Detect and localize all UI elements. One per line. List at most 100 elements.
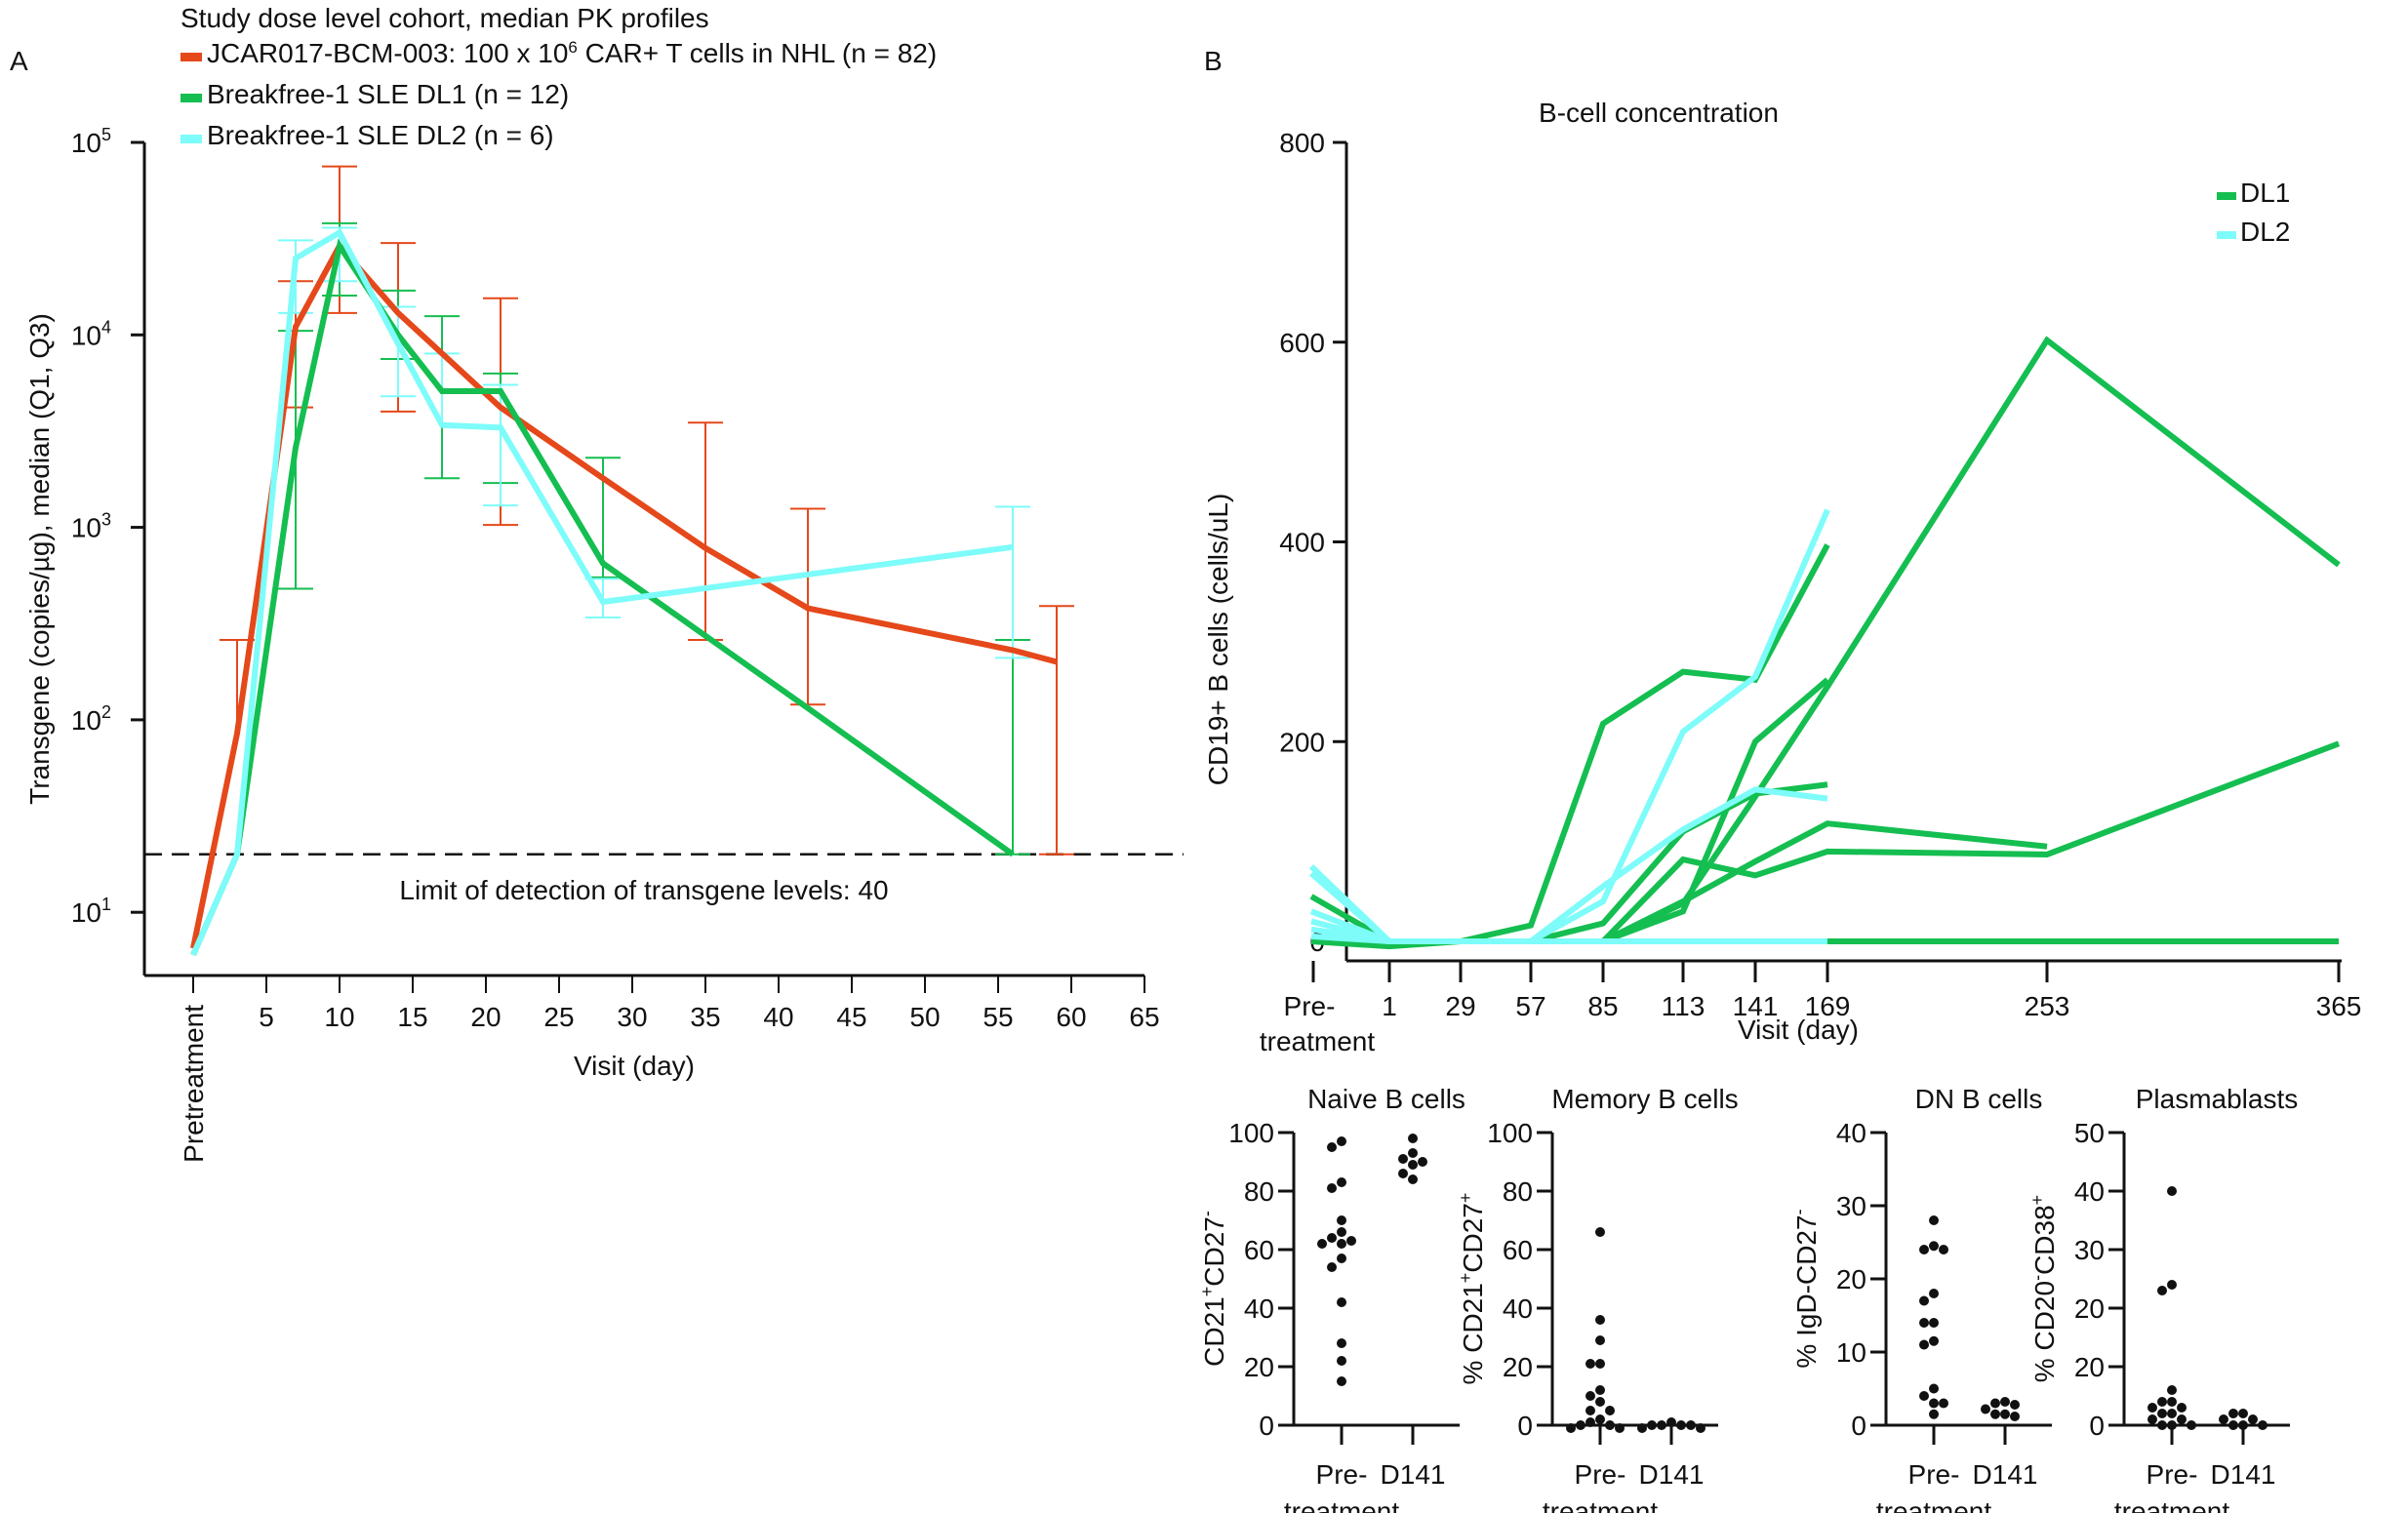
- scatter-title: Memory B cells: [1551, 1084, 1738, 1114]
- scatter-panel-dn: DN B cells 0 10 20 30 40 % IgD-CD27- Pre-treatm…: [1789, 1084, 2052, 1513]
- x-tick-label: D141: [1973, 1459, 2038, 1490]
- y-tick-label: 100: [1228, 1118, 1274, 1148]
- panel-b: BB-cell concentration0200400600800Pre-tr…: [1203, 46, 2361, 1056]
- y-axis-title: Transgene (copies/µg), median (Q1, Q3): [24, 313, 55, 805]
- data-point: [2167, 1186, 2177, 1196]
- data-point: [1346, 1236, 1356, 1246]
- y-tick-label: 30: [1836, 1191, 1866, 1221]
- data-point: [1595, 1359, 1605, 1369]
- data-point: [2167, 1280, 2177, 1290]
- data-point: [1615, 1423, 1625, 1433]
- y-tick-label: 20: [2074, 1294, 2105, 1324]
- y-tick-label: 104: [71, 317, 111, 350]
- y-tick-label: 800: [1279, 128, 1325, 158]
- x-tick-label: 85: [1587, 991, 1618, 1021]
- x-tick-label-pretreatment: Pretreatment: [179, 1005, 209, 1163]
- y-tick-label: 20: [1836, 1264, 1866, 1294]
- y-tick-label: 100: [1487, 1118, 1533, 1148]
- scatter-panel-memory: Memory B cells 0 20 40 60 80 100 % CD21+CD27+ Pr…: [1456, 1084, 1739, 1513]
- x-tick-label: 45: [836, 1002, 866, 1032]
- panel-a: A Study dose level cohort, median PK prof…: [10, 3, 1184, 1163]
- x-tick-label: treatment: [2114, 1496, 2229, 1513]
- data-point: [1939, 1398, 1948, 1409]
- y-tick-label: 40: [1503, 1294, 1533, 1324]
- data-point: [1398, 1169, 1408, 1178]
- legend-swatch-dl2: [2217, 231, 2236, 239]
- data-point: [2010, 1400, 2020, 1410]
- data-point: [1929, 1241, 1939, 1252]
- x-tick-label: 30: [617, 1002, 647, 1032]
- y-tick-label: 0: [1851, 1411, 1866, 1441]
- y-tick-label: 103: [71, 510, 111, 543]
- data-point: [1919, 1295, 1929, 1306]
- data-point: [1696, 1423, 1706, 1433]
- data-point: [1666, 1417, 1676, 1427]
- x-tick-label: 40: [763, 1002, 793, 1032]
- y-tick-label: 20: [1503, 1352, 1533, 1382]
- panel-b-subpanels: Naive B cells020406080100CD21+CD27-Pre-t…: [1197, 1084, 2298, 1513]
- data-point: [2000, 1409, 2010, 1419]
- legend-swatch-dl1: [181, 94, 202, 102]
- data-point: [1929, 1409, 1939, 1419]
- data-point: [1919, 1391, 1929, 1401]
- data-point: [1981, 1404, 1990, 1414]
- data-point: [1919, 1318, 1929, 1328]
- data-point: [1317, 1239, 1327, 1249]
- y-tick-label: 50: [2074, 1118, 2105, 1148]
- y-tick-label: 40: [1836, 1118, 1866, 1148]
- data-point: [1408, 1160, 1418, 1170]
- panel-label-a: A: [10, 46, 28, 76]
- data-point: [1929, 1215, 1939, 1225]
- x-tick-label: 1: [1382, 991, 1397, 1021]
- data-point: [1919, 1339, 1929, 1350]
- data-point: [1585, 1417, 1595, 1427]
- y-tick-label: 60: [1244, 1235, 1274, 1265]
- data-point: [2167, 1397, 2177, 1407]
- x-tick-label: D141: [1639, 1459, 1705, 1490]
- data-point: [1990, 1409, 2000, 1419]
- x-tick-label: D141: [1381, 1459, 1446, 1490]
- y-axis-title: CD19+ B cells (cells/uL): [1203, 494, 1233, 786]
- x-tick-label: 169: [1805, 991, 1851, 1021]
- data-point: [2238, 1420, 2248, 1430]
- data-point: [1929, 1289, 1939, 1298]
- data-point: [1929, 1318, 1939, 1328]
- data-point: [1398, 1154, 1408, 1164]
- data-point: [1595, 1385, 1605, 1395]
- y-tick-label: 80: [1244, 1176, 1274, 1207]
- y-tick-label: 0: [1259, 1411, 1274, 1441]
- y-axis-title: % CD20-CD38+: [2027, 1195, 2060, 1382]
- data-point: [1595, 1227, 1605, 1237]
- x-tick-label: treatment: [1260, 1026, 1375, 1056]
- chart-title: Study dose level cohort, median PK profi…: [181, 3, 709, 33]
- y-axis-title: CD21+CD27-: [1197, 1211, 1229, 1367]
- data-point: [2000, 1397, 2010, 1407]
- data-point: [1647, 1420, 1657, 1430]
- data-point: [1418, 1157, 1427, 1167]
- data-point: [1337, 1376, 1346, 1386]
- y-tick-label: 30: [2074, 1235, 2105, 1265]
- data-point: [1408, 1134, 1418, 1143]
- x-axis-title: Visit (day): [1738, 1015, 1859, 1045]
- data-point: [1929, 1398, 1939, 1409]
- data-point: [1337, 1338, 1346, 1348]
- x-tick-label: 253: [2025, 991, 2070, 1021]
- scatter-title: Plasmablasts: [2136, 1084, 2299, 1114]
- y-tick-label: 80: [1503, 1176, 1533, 1207]
- y-tick-label: 40: [1244, 1294, 1274, 1324]
- x-tick-label: 10: [324, 1002, 354, 1032]
- data-point: [2177, 1414, 2187, 1424]
- y-tick-label: 105: [71, 125, 111, 158]
- data-point: [1327, 1142, 1337, 1152]
- data-point: [1595, 1315, 1605, 1325]
- legend-swatch-dl2: [181, 135, 202, 143]
- y-tick-label: 10: [1836, 1337, 1866, 1368]
- x-tick-label: 141: [1733, 991, 1779, 1021]
- data-point: [1327, 1233, 1337, 1243]
- y-tick-label: 60: [1503, 1235, 1533, 1265]
- data-point: [1605, 1420, 1615, 1430]
- data-point: [2248, 1414, 2258, 1424]
- data-point: [1939, 1245, 1948, 1254]
- x-tick-label: 57: [1515, 991, 1545, 1021]
- y-tick-label: 400: [1279, 528, 1325, 558]
